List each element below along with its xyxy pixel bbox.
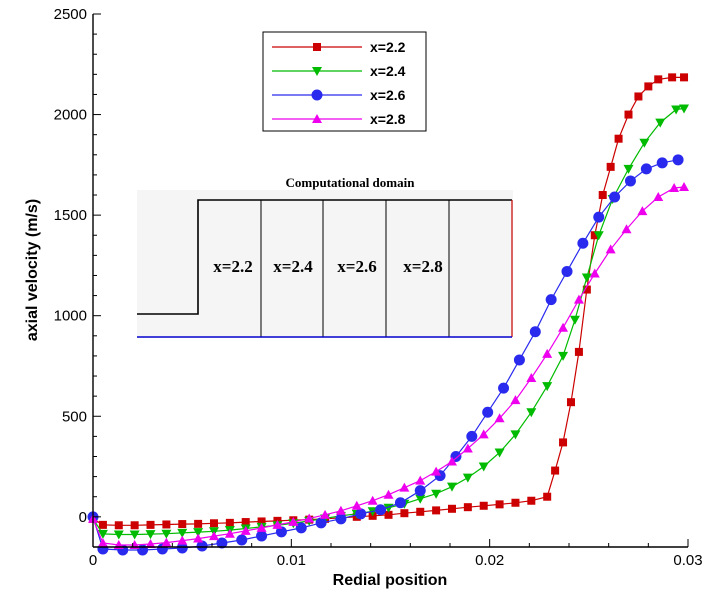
- data-point-x=2.2-32: [567, 398, 575, 406]
- data-point-x=2.2-1: [99, 521, 107, 529]
- y-tick-label-3: 1500: [54, 207, 87, 224]
- inset-label-x28: x=2.8: [403, 257, 442, 276]
- y-tick-label-1: 500: [62, 408, 87, 425]
- legend-label-x=2.2: x=2.2: [370, 39, 406, 55]
- data-point-x=2.6-8: [236, 534, 247, 545]
- data-point-x=2.6-32: [657, 157, 668, 168]
- data-point-x=2.6-22: [498, 383, 509, 394]
- data-point-x=2.6-13: [335, 513, 346, 524]
- data-point-x=2.2-40: [634, 92, 642, 100]
- data-point-x=2.2-8: [210, 519, 218, 527]
- data-point-x=2.6-9: [256, 530, 267, 541]
- data-point-x=2.6-26: [562, 266, 573, 277]
- x-tick-label-0: 0: [89, 552, 97, 569]
- data-point-x=2.2-28: [527, 497, 535, 505]
- data-point-x=2.6-17: [415, 485, 426, 496]
- x-axis-title: Redial position: [333, 572, 448, 589]
- data-point-x=2.2-3: [131, 521, 139, 529]
- data-point-x=2.2-20: [400, 509, 408, 517]
- data-point-x=2.2-24: [464, 503, 472, 511]
- data-point-x=2.6-15: [375, 504, 386, 515]
- y-tick-label-2: 1000: [54, 308, 87, 325]
- data-point-x=2.2-30: [551, 467, 559, 475]
- data-point-x=2.2-43: [668, 73, 676, 81]
- data-point-x=2.6-33: [673, 154, 684, 165]
- data-point-x=2.6-20: [466, 431, 477, 442]
- inset-label-x24: x=2.4: [273, 257, 313, 276]
- data-point-x=2.2-5: [162, 520, 170, 528]
- data-point-x=2.6-12: [316, 517, 327, 528]
- data-point-x=2.2-22: [432, 506, 440, 514]
- data-point-x=2.2-9: [226, 519, 234, 527]
- data-point-x=2.2-6: [178, 520, 186, 528]
- inset-label-x22: x=2.2: [213, 257, 252, 276]
- y-tick-label-4: 2000: [54, 107, 87, 124]
- data-point-x=2.2-36: [599, 191, 607, 199]
- x-tick-label-2: 0.02: [475, 552, 504, 569]
- data-point-x=2.6-29: [609, 192, 620, 203]
- x-tick-label-1: 0.01: [277, 552, 306, 569]
- data-point-x=2.2-31: [559, 438, 567, 446]
- legend-marker-x=2.6: [312, 90, 323, 101]
- y-tick-label-0: 0: [79, 509, 87, 526]
- data-point-x=2.6-28: [593, 212, 604, 223]
- data-point-x=2.6-11: [296, 522, 307, 533]
- data-point-x=2.2-7: [194, 520, 202, 528]
- data-point-x=2.6-16: [395, 497, 406, 508]
- data-point-x=2.2-27: [511, 499, 519, 507]
- y-axis-title: axial velocity (m/s): [24, 199, 41, 341]
- computational-domain-inset: Computational domain x=2.2 x=2.4 x=2.6 x…: [137, 175, 513, 337]
- inset-label-x26: x=2.6: [337, 257, 376, 276]
- data-point-x=2.2-29: [543, 493, 551, 501]
- data-point-x=2.6-24: [530, 326, 541, 337]
- legend-label-x=2.8: x=2.8: [370, 111, 406, 127]
- data-point-x=2.6-23: [514, 354, 525, 365]
- data-point-x=2.6-31: [641, 163, 652, 174]
- data-point-x=2.2-23: [448, 505, 456, 513]
- data-point-x=2.2-41: [644, 82, 652, 90]
- data-point-x=2.6-30: [625, 175, 636, 186]
- x-tick-label-3: 0.03: [673, 552, 702, 569]
- data-point-x=2.2-37: [607, 163, 615, 171]
- data-point-x=2.6-25: [546, 294, 557, 305]
- data-point-x=2.2-39: [625, 111, 633, 119]
- legend: x=2.2 x=2.4 x=2.6 x=2.8: [263, 32, 426, 131]
- data-point-x=2.2-21: [416, 508, 424, 516]
- data-point-x=2.2-44: [680, 73, 688, 81]
- data-point-x=2.6-3: [137, 545, 148, 556]
- data-point-x=2.6-21: [482, 407, 493, 418]
- data-point-x=2.2-25: [480, 502, 488, 510]
- data-point-x=2.2-38: [615, 135, 623, 143]
- data-point-x=2.2-2: [115, 521, 123, 529]
- data-point-x=2.2-42: [654, 75, 662, 83]
- inset-title: Computational domain: [286, 175, 416, 190]
- data-point-x=2.6-27: [577, 238, 588, 249]
- data-point-x=2.2-4: [147, 521, 155, 529]
- legend-marker-x=2.2: [313, 43, 321, 51]
- legend-label-x=2.4: x=2.4: [370, 63, 406, 79]
- data-point-x=2.2-33: [575, 348, 583, 356]
- y-tick-label-5: 2500: [54, 6, 87, 23]
- data-point-x=2.6-14: [355, 508, 366, 519]
- legend-label-x=2.6: x=2.6: [370, 87, 406, 103]
- data-point-x=2.2-26: [496, 500, 504, 508]
